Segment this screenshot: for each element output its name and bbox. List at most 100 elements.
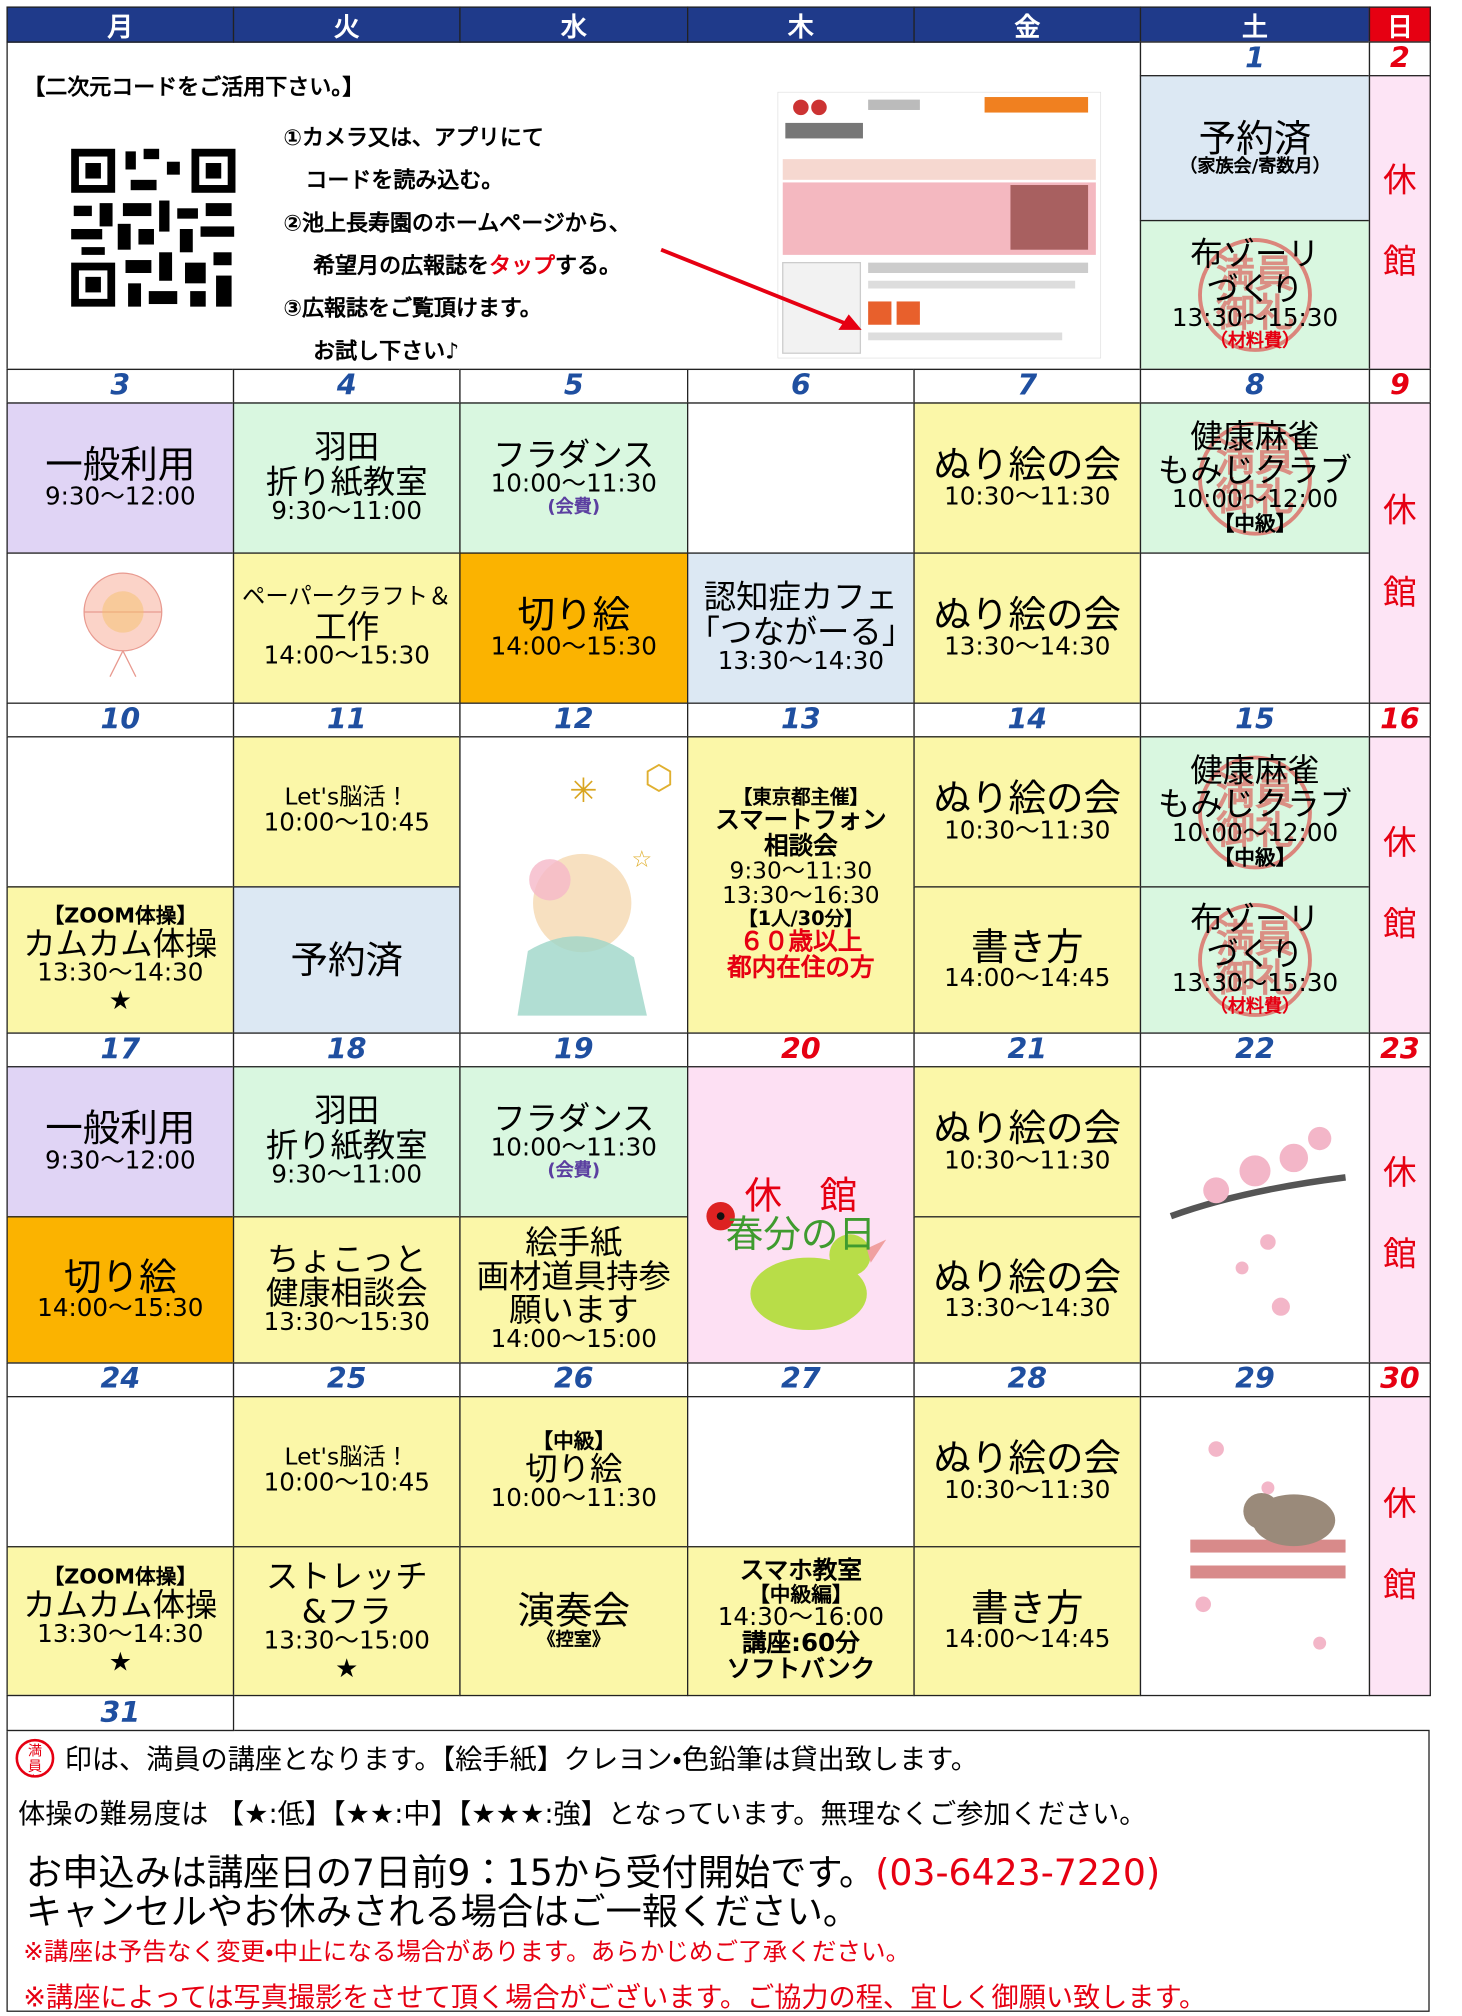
full-stamp-icon: 満員御礼	[15, 1738, 55, 1778]
event-line: カムカム体操	[23, 1585, 218, 1624]
event-line: （材料費）	[1209, 996, 1301, 1017]
event-line: 健康麻雀	[1190, 417, 1320, 456]
event-line: 休	[1383, 1484, 1417, 1524]
text: 印は、満員の講座となります。【絵手紙】クレヨン・色鉛筆は貸出致します。	[64, 1744, 978, 1776]
date: 23	[1368, 1032, 1431, 1068]
event-cell: 満員御礼 布ゾーリ づくり 13:30〜15:30 （材料費）	[1139, 219, 1371, 371]
full-stamp: 満員御礼	[1198, 754, 1312, 869]
event-line: 14:00〜15:00	[490, 1325, 657, 1354]
event-cell: フラダンス 10:00〜11:30 (会費)	[459, 1066, 689, 1218]
event-line: 13:30〜14:30	[944, 1294, 1111, 1323]
svg-text:⬡: ⬡	[644, 758, 672, 797]
event-line: 10:00〜12:00	[1171, 819, 1339, 848]
event-cell: 演奏会 《控室》	[459, 1546, 689, 1697]
event-line: 絵手紙	[525, 1223, 623, 1262]
date: 1	[1139, 41, 1371, 77]
text: 希望月の広報誌を	[291, 253, 490, 280]
svg-text:☆: ☆	[631, 846, 652, 873]
event-line: 館	[1383, 573, 1417, 613]
event-line: 羽田	[314, 1092, 380, 1130]
arrow	[660, 247, 862, 330]
intro-step: ③広報誌をご覧頂けます。	[283, 289, 630, 332]
event-cell: 切り絵 14:00〜15:30	[459, 552, 689, 704]
event-line: 工作	[314, 607, 380, 646]
weekday-header: 土	[1139, 6, 1371, 43]
illustration-art	[1169, 1126, 1346, 1316]
intro-box: 【二次元コードをご活用下さい。】 ①カメラ又は、アプリにて コードを読み込む。 ②…	[6, 41, 1142, 371]
date: 6	[687, 368, 915, 404]
homepage-screenshot	[777, 91, 1102, 359]
date: 11	[232, 702, 461, 738]
weekday-header: 日	[1368, 6, 1431, 43]
text: お申込みは講座日の7日前9：15から受付開始です。	[25, 1851, 876, 1895]
event-cell: 休館	[1368, 402, 1431, 704]
qr-code	[65, 143, 241, 312]
event-line: 願います	[509, 1291, 639, 1329]
event-line: 10:30〜11:30	[944, 482, 1111, 511]
text: (03-6423-7220)	[875, 1851, 1161, 1895]
date: 25	[232, 1362, 461, 1398]
date: 14	[913, 702, 1142, 738]
event-line: 演奏会	[517, 1589, 631, 1634]
event-line: 10:00〜11:30	[490, 1133, 657, 1163]
event-line: ★	[335, 1651, 359, 1683]
event-cell: 【東京都主催】 スマートフォン 相談会 9:30〜11:30 13:30〜16:30 【1…	[687, 736, 915, 1034]
event-line: (会費)	[547, 497, 601, 518]
date: 21	[913, 1032, 1142, 1068]
illustration	[1164, 1100, 1358, 1346]
event-line: (会費)	[547, 1160, 601, 1182]
event-line: ６０歳以上	[739, 927, 863, 956]
text: ②池上長寿園のホームページから、	[283, 210, 631, 237]
event-line: 13:30〜14:30	[37, 1619, 204, 1649]
text: ※講座は予告なく変更・中止になる場合があります。あらかじめご了承ください。	[23, 1938, 911, 1967]
event-cell: 予約済	[232, 886, 461, 1034]
weekday-header: 金	[913, 6, 1142, 43]
event-line: 10:00〜12:00	[1171, 485, 1339, 515]
event-line: 館	[1383, 1235, 1417, 1275]
event-line: 折り紙教室	[265, 462, 428, 501]
event-line: 書き方	[970, 1585, 1084, 1630]
event-line: 布ゾーリ	[1190, 901, 1320, 939]
date: 13	[687, 702, 915, 738]
event-line: 14:00〜15:30	[490, 632, 657, 661]
text: する。	[555, 253, 622, 280]
event-line: 9:30〜11:00	[271, 496, 423, 525]
event-line: ぬり絵の会	[933, 592, 1122, 637]
date: 10	[6, 702, 235, 738]
footer-line: ※講座によっては写真撮影をさせて頂く場合がございます。ご協力の程、宜しく御願い致…	[23, 1977, 1206, 2016]
event-line: ★	[108, 1645, 132, 1677]
event-line: づくり	[1206, 935, 1304, 973]
event-line: ストレッチ	[265, 1558, 428, 1596]
full-stamp: 満員御礼	[1198, 421, 1312, 535]
weekday-header: 月	[6, 6, 235, 43]
event-line: 【中級】	[532, 1428, 616, 1453]
text: ※講座によっては写真撮影をさせて頂く場合がございます。ご協力の程、宜しく御願い致…	[23, 1982, 1207, 2014]
event-line: 講座:60分	[741, 1629, 860, 1658]
event-line: 【東京都主催】	[732, 785, 869, 810]
event-cell: 休館	[1368, 1066, 1431, 1364]
event-cell: Let's脳活！ 10:00〜10:45	[232, 1396, 461, 1548]
date: 19	[459, 1032, 689, 1068]
event-line: 【中級】	[1213, 845, 1297, 870]
event-cell: ぬり絵の会 10:30〜11:30	[913, 402, 1142, 554]
event-line: 【1人/30分】	[738, 906, 864, 931]
text: キャンセルやお休みされる場合はご一報ください。	[25, 1890, 860, 1933]
text: コードを読み込む。	[283, 168, 504, 195]
event-line: 一般利用	[45, 442, 196, 487]
date: 24	[6, 1362, 235, 1398]
event-line: もみじクラブ	[1157, 785, 1353, 824]
event-line: （材料費）	[1209, 331, 1301, 352]
event-cell: 予約済 （家族会/寄数月）	[1139, 75, 1371, 222]
event-line: 相談会	[763, 832, 838, 861]
event-cell: 書き方 14:00〜14:45	[913, 1546, 1142, 1697]
event-line: 14:00〜15:30	[263, 641, 430, 671]
event-cell	[687, 1396, 915, 1548]
event-line: &フラ	[301, 1592, 392, 1630]
event-line: 予約済	[290, 937, 404, 982]
intro-step: 希望月の広報誌をタップする。	[283, 246, 630, 289]
event-line: カムカム体操	[23, 924, 218, 963]
illustration	[1164, 1410, 1358, 1682]
event-line: 休	[1383, 161, 1417, 201]
date: 2	[1368, 41, 1431, 77]
